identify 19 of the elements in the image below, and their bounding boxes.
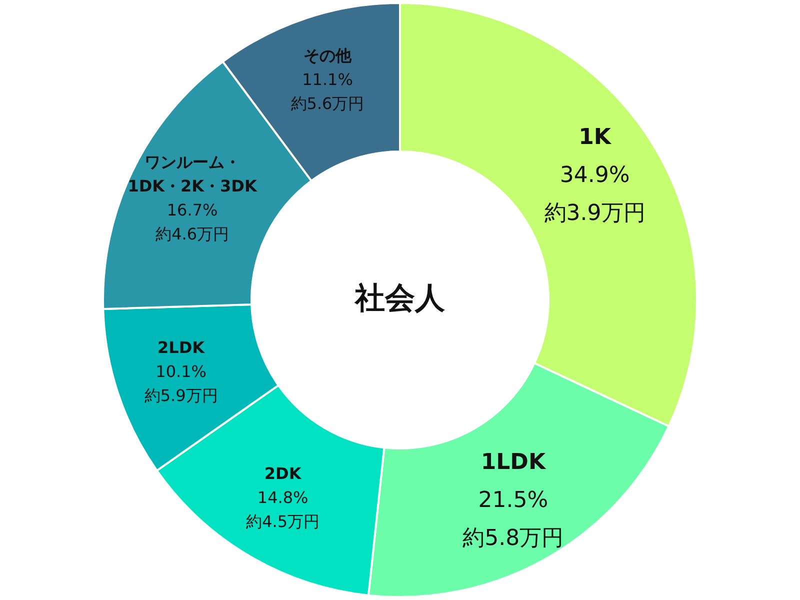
slice-label: その他	[303, 46, 352, 66]
text: 約5.8万円	[462, 526, 564, 551]
data-label: 21.5%	[478, 488, 548, 513]
slice-label: 1K	[578, 125, 612, 150]
text: 約5.6万円	[290, 94, 364, 114]
data-label: 16.7%	[166, 200, 218, 220]
text: 約4.6万円	[156, 224, 230, 244]
text: 約3.9万円	[544, 201, 646, 226]
data-label: 14.8%	[257, 488, 308, 507]
text: 社会人	[354, 280, 446, 316]
data-label: 34.9%	[560, 163, 630, 188]
data-label: 10.1%	[156, 362, 206, 381]
text: 約5.9万円	[144, 386, 218, 405]
slice-label: 1LDK	[480, 450, 546, 475]
slice-label: 2LDK	[158, 338, 206, 357]
slice-label: 2DK	[264, 464, 302, 483]
text: 約4.5万円	[246, 512, 320, 531]
slice-label: ワンルーム・1DK・2K・3DK	[128, 152, 258, 196]
data-label: 11.1%	[302, 70, 353, 90]
